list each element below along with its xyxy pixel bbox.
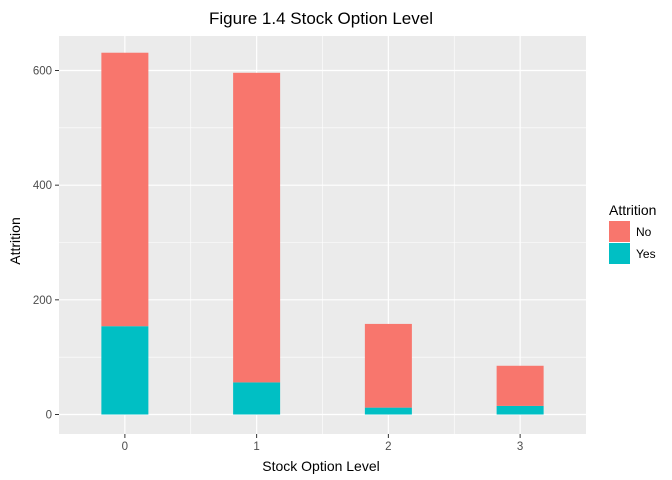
chart-title: Figure 1.4 Stock Option Level	[209, 9, 433, 28]
y-axis-title: Attrition	[7, 217, 23, 264]
legend-title: Attrition	[609, 202, 656, 218]
bar-no-3	[496, 365, 544, 406]
x-axis: 0 1 2 3	[122, 434, 523, 453]
y-axis: 0 200 400 600	[33, 66, 59, 422]
x-axis-title: Stock Option Level	[262, 458, 380, 474]
y-tick-label: 200	[33, 295, 52, 307]
legend-items: No Yes	[609, 221, 656, 264]
legend: Attrition No Yes	[609, 202, 656, 264]
bar-no-2	[364, 323, 412, 408]
bar-yes-1	[233, 382, 281, 415]
legend-key-yes	[609, 243, 630, 264]
x-tick-label: 2	[385, 441, 391, 453]
x-tick-label: 3	[517, 441, 523, 453]
bar-yes-3	[496, 405, 544, 415]
y-tick-label: 0	[46, 410, 52, 422]
y-tick-label: 400	[33, 180, 52, 192]
bar-yes-2	[364, 407, 412, 415]
bars	[101, 52, 544, 415]
bar-no-0	[101, 52, 149, 327]
x-tick-label: 0	[122, 441, 128, 453]
bar-yes-0	[101, 326, 149, 415]
y-tick-label: 600	[33, 66, 52, 78]
legend-label-no: No	[636, 225, 652, 239]
legend-label-yes: Yes	[636, 247, 656, 261]
bar-no-1	[233, 72, 281, 383]
x-tick-label: 1	[253, 441, 259, 453]
legend-key-no	[609, 221, 630, 242]
